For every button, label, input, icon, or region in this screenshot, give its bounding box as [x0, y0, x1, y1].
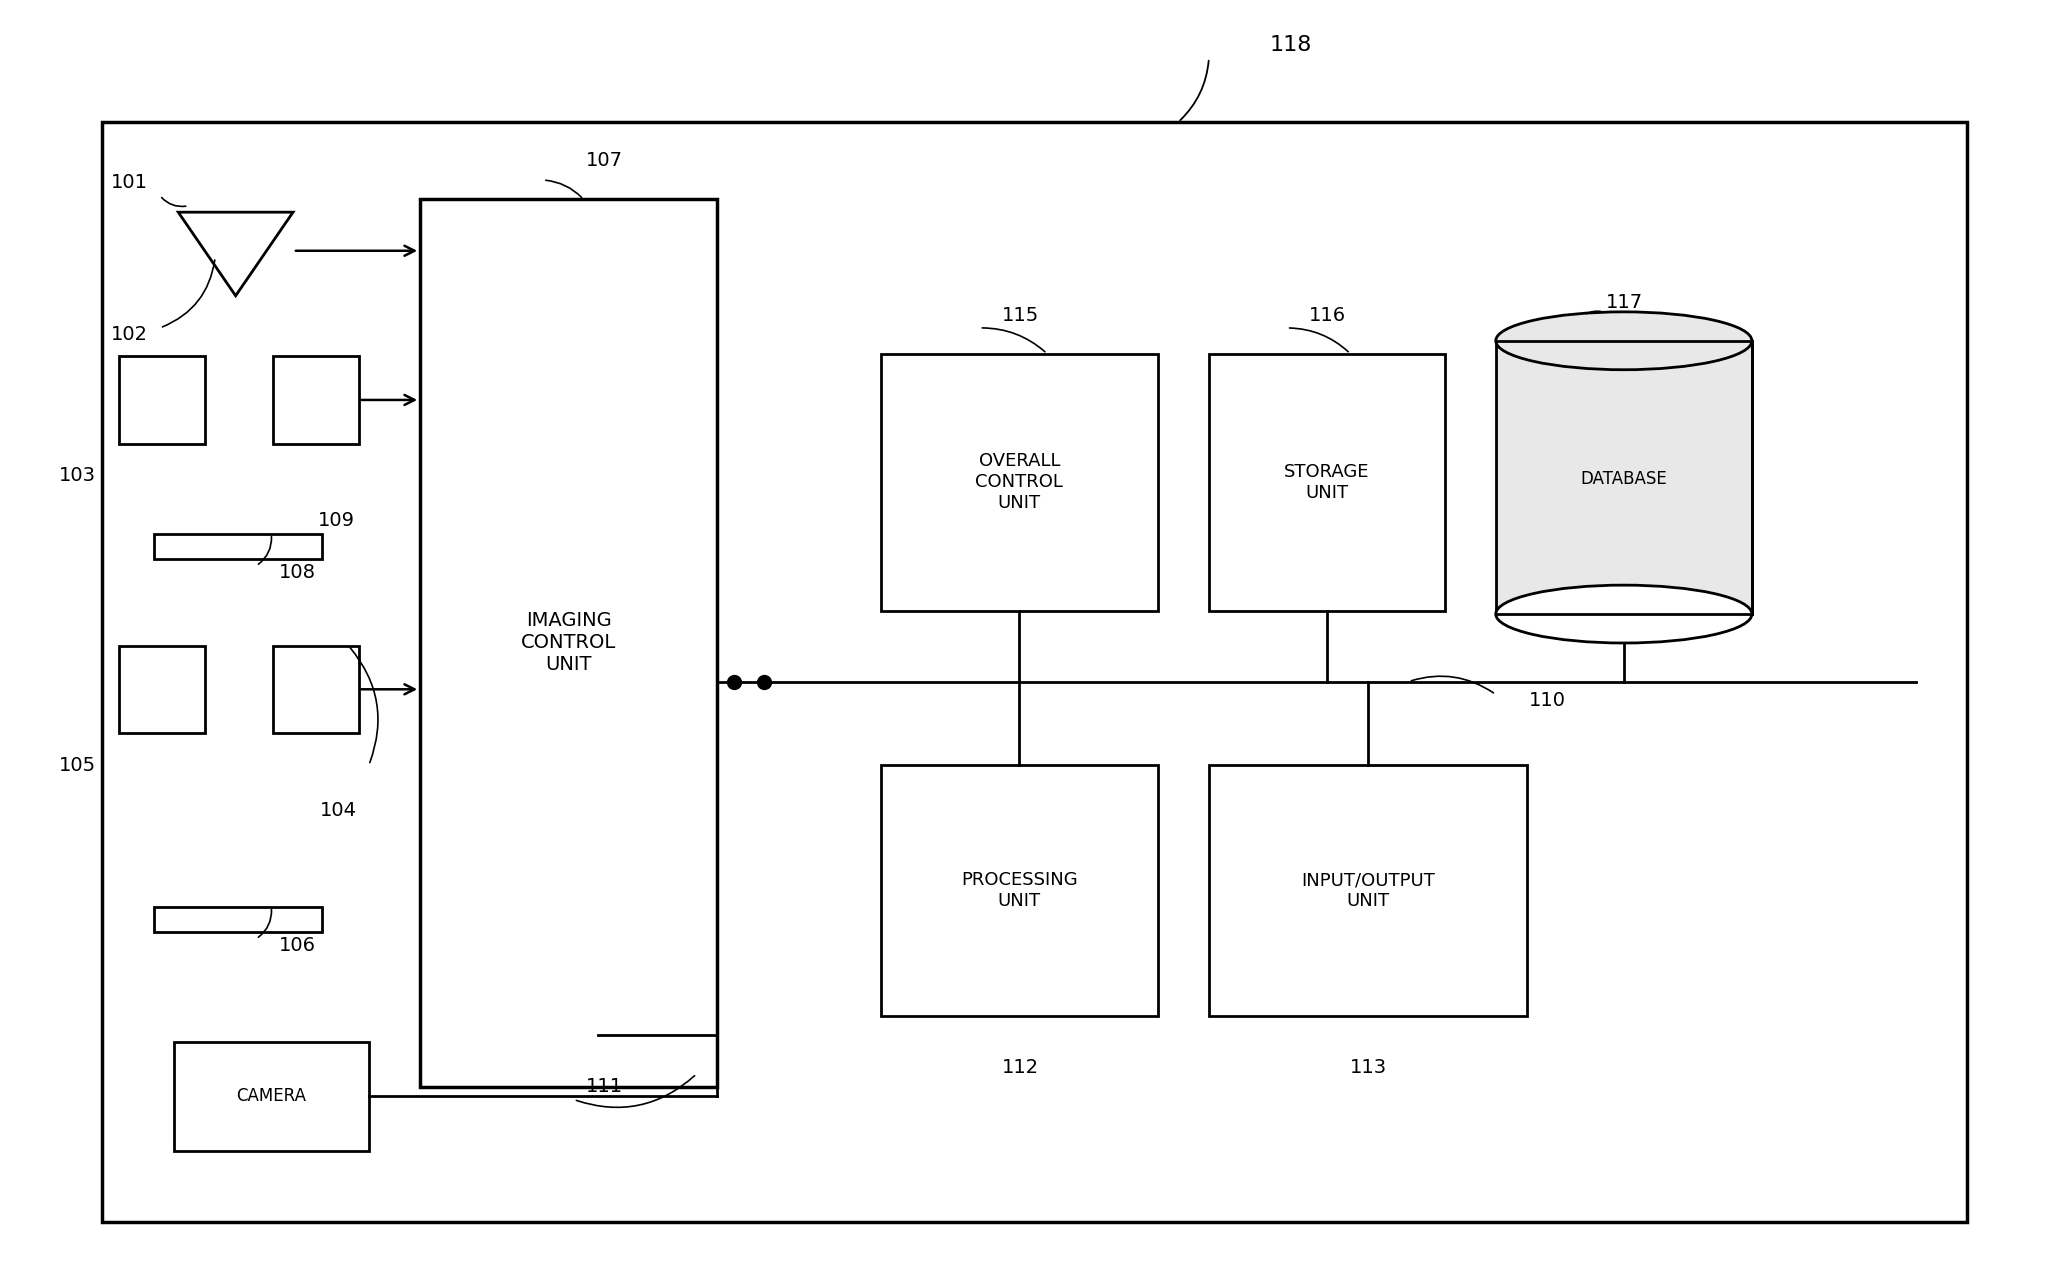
Text: 116: 116 — [1309, 306, 1346, 324]
Polygon shape — [881, 765, 1158, 1016]
Text: 106: 106 — [279, 936, 316, 954]
Polygon shape — [119, 646, 205, 733]
Text: 111: 111 — [586, 1078, 623, 1096]
Polygon shape — [273, 646, 359, 733]
Text: 102: 102 — [111, 325, 148, 343]
Polygon shape — [273, 356, 359, 444]
Ellipse shape — [1496, 585, 1752, 643]
Text: 101: 101 — [111, 174, 148, 192]
Polygon shape — [1496, 341, 1752, 615]
Text: IMAGING
CONTROL
UNIT: IMAGING CONTROL UNIT — [520, 612, 617, 674]
Polygon shape — [102, 122, 1967, 1222]
Text: OVERALL
CONTROL
UNIT: OVERALL CONTROL UNIT — [975, 453, 1063, 512]
Text: 113: 113 — [1350, 1058, 1387, 1076]
Polygon shape — [420, 199, 717, 1087]
Polygon shape — [154, 907, 322, 932]
Text: INPUT/OUTPUT
UNIT: INPUT/OUTPUT UNIT — [1301, 871, 1434, 910]
Text: 118: 118 — [1270, 35, 1311, 55]
Text: 104: 104 — [320, 801, 357, 819]
Text: 107: 107 — [586, 152, 623, 170]
Polygon shape — [154, 534, 322, 559]
Text: 103: 103 — [59, 467, 96, 485]
Polygon shape — [119, 356, 205, 444]
Polygon shape — [881, 354, 1158, 611]
Text: DATABASE: DATABASE — [1580, 471, 1668, 487]
Text: PROCESSING
UNIT: PROCESSING UNIT — [961, 871, 1078, 910]
Text: 108: 108 — [279, 563, 316, 581]
Text: 117: 117 — [1606, 293, 1643, 311]
Text: 112: 112 — [1002, 1058, 1039, 1076]
Text: 110: 110 — [1529, 692, 1565, 710]
Text: CAMERA: CAMERA — [236, 1088, 307, 1105]
Ellipse shape — [1496, 312, 1752, 370]
Text: 115: 115 — [1002, 306, 1039, 324]
Polygon shape — [1209, 354, 1445, 611]
Polygon shape — [1209, 765, 1527, 1016]
Text: STORAGE
UNIT: STORAGE UNIT — [1285, 463, 1369, 502]
Polygon shape — [174, 1042, 369, 1151]
Text: 109: 109 — [318, 512, 354, 530]
Text: 105: 105 — [59, 756, 96, 774]
